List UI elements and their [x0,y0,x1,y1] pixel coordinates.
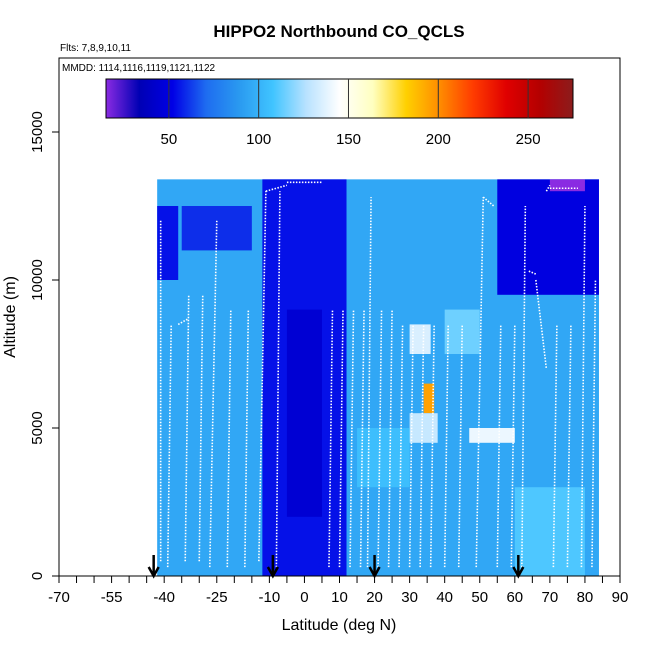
y-tick-label: 15000 [29,111,46,153]
arrow-marker [147,555,160,579]
flight-profile [177,317,190,326]
flight-profiles [159,181,597,568]
flight-profile [521,205,527,568]
colorbar-tick-label: 100 [246,131,271,148]
heat-cell [423,383,435,414]
flight-profile [244,309,250,568]
flight-profile [457,324,464,568]
x-axis: -70 -55 -40 -25 -10 0 10 20 30 40 50 60 70 80 90 [48,576,628,606]
x-tick-label: 10 [331,589,348,606]
heat-cell [157,206,179,280]
x-tick-label: 80 [577,589,594,606]
flight-profile [429,324,435,568]
colorbar-tick-label: 200 [426,131,451,148]
x-tick-label: -70 [48,589,70,606]
flight-profile [198,294,204,562]
flight-profile [510,324,516,568]
colorbar-tick-label: 50 [161,131,178,148]
heat-cell [409,324,431,354]
colorbar-tick-label: 150 [336,131,361,148]
flight-profile [408,324,414,568]
x-tick-label: 50 [471,589,488,606]
x-tick-label: -25 [206,589,228,606]
flight-profile [226,309,232,568]
x-tick-label: 60 [506,589,523,606]
x-tick-label: 0 [300,589,308,606]
flight-profile [566,324,572,568]
flight-profile [496,324,502,568]
flight-profile [482,196,495,207]
colorbar-gradient [105,78,574,119]
dates-note: MMDD: 1114,1116,1119,1121,1122 [62,63,216,74]
flight-profile [528,270,537,275]
y-tick-label: 10000 [29,259,46,301]
x-tick-label: 90 [612,589,629,606]
chart-title: HIPPO2 Northbound CO_QCLS [213,22,464,41]
heat-cell [181,206,252,251]
flight-profile [184,294,190,562]
y-axis-label: Altitude (m) [2,276,19,358]
y-tick-label: 5000 [29,411,46,444]
flight-profile [265,184,288,192]
flight-profile [349,309,355,568]
flight-profile [359,309,365,568]
x-tick-label: 40 [436,589,453,606]
heat-cell [286,309,322,517]
heat-cell [549,179,585,192]
colorbar: 50 100 150 200 250 [105,78,574,148]
x-tick-label: -40 [153,589,175,606]
colorbar-tick-label: 250 [516,131,541,148]
x-tick-label: -10 [259,589,281,606]
x-tick-label: 30 [401,589,418,606]
flight-profile [419,324,425,568]
flight-profile [398,324,404,568]
flight-profile [545,184,551,192]
flight-profile [275,191,281,568]
flight-profile [552,324,558,568]
x-tick-label: 70 [542,589,559,606]
x-axis-label: Latitude (deg N) [282,617,397,634]
flights-note: Flts: 7,8,9,10,11 [60,43,131,54]
y-tick-label: 0 [29,572,46,580]
flight-profile [208,220,218,568]
flight-profile [443,324,449,568]
heat-cell [469,428,515,443]
x-tick-label: 20 [366,589,383,606]
heat-cell [514,487,585,576]
flight-profile [377,309,383,568]
flight-profile [338,309,344,568]
x-tick-label: -55 [101,589,123,606]
y-axis: 0 5000 10000 15000 [29,111,59,580]
heat-cell [497,179,599,295]
flight-profile [387,309,393,568]
flight-profile [580,205,586,568]
heatmap-layer [157,179,599,576]
flight-profile [328,309,334,568]
flight-profile [166,324,172,568]
